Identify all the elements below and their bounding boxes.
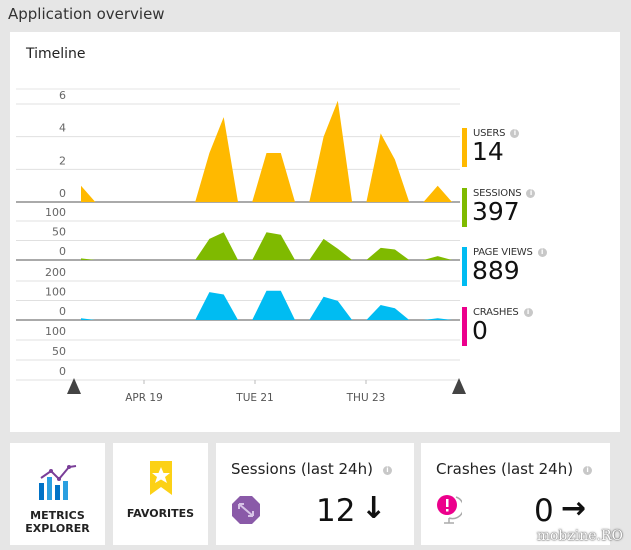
info-icon[interactable]: i bbox=[382, 466, 392, 475]
y-tick-label: 0 bbox=[59, 305, 66, 318]
range-end-handle[interactable] bbox=[452, 378, 466, 394]
metric-page-views[interactable]: PAGE VIEWS i 889 bbox=[462, 247, 602, 287]
y-tick-label: 200 bbox=[45, 266, 66, 279]
metrics-explorer-label: METRICS EXPLORER bbox=[25, 509, 90, 535]
favorites-tile[interactable]: FAVORITES bbox=[113, 443, 208, 545]
sessions-label: SESSIONS bbox=[473, 188, 522, 199]
y-tick-label: 100 bbox=[45, 286, 66, 299]
watermark: mobzine.RO bbox=[536, 528, 623, 544]
favorites-star-icon bbox=[150, 461, 172, 495]
metrics-explorer-icon bbox=[39, 465, 77, 500]
y-tick-label: 2 bbox=[59, 154, 66, 167]
y-tick-label: 0 bbox=[59, 187, 66, 200]
timeline-card[interactable]: Timeline 0 2 4 6 0 50 100 0 100 200 0 50 100 APR 19 TU… bbox=[10, 32, 620, 432]
x-tick-label: THU 23 bbox=[346, 392, 386, 404]
blade-title: Application overview bbox=[8, 5, 165, 23]
metric-crashes[interactable]: CRASHES i 0 bbox=[462, 307, 602, 347]
crash-globe-icon bbox=[437, 495, 462, 524]
x-tick-label: TUE 21 bbox=[235, 392, 273, 404]
crashes-color-bar bbox=[462, 307, 467, 346]
timeline-title: Timeline bbox=[26, 46, 86, 62]
users-label: USERS bbox=[473, 128, 506, 139]
y-tick-label: 100 bbox=[45, 325, 66, 338]
y-tick-label: 50 bbox=[52, 226, 66, 239]
page-views-color-bar bbox=[462, 247, 467, 286]
info-icon[interactable]: i bbox=[510, 129, 520, 138]
sessions-value: 397 bbox=[472, 197, 520, 226]
info-icon[interactable]: i bbox=[537, 248, 547, 257]
info-icon[interactable]: i bbox=[523, 308, 533, 317]
crashes-24h-tile[interactable]: Crashes (last 24h) i 0 → bbox=[421, 443, 610, 545]
sessions-24h-title: Sessions (last 24h) bbox=[231, 460, 373, 478]
y-tick-label: 6 bbox=[59, 89, 66, 102]
info-icon[interactable]: i bbox=[583, 466, 593, 475]
crashes-label: CRASHES bbox=[473, 307, 519, 318]
timeline-chart[interactable]: 0 2 4 6 0 50 100 0 100 200 0 50 100 APR 19 TUE 21 THU 2… bbox=[10, 32, 620, 432]
sessions-24h-tile[interactable]: Sessions (last 24h) i 12 ↓ bbox=[216, 443, 414, 545]
sessions-color-bar bbox=[462, 188, 467, 227]
x-tick-label: APR 19 bbox=[125, 392, 163, 404]
favorites-label: FAVORITES bbox=[126, 507, 195, 520]
y-tick-label: 0 bbox=[59, 365, 66, 378]
y-tick-label: 4 bbox=[59, 122, 66, 135]
metric-sessions[interactable]: SESSIONS i 397 bbox=[462, 188, 602, 228]
series-area-sessions bbox=[81, 232, 452, 260]
users-color-bar bbox=[462, 128, 467, 167]
sessions-24h-value: 12 bbox=[316, 493, 356, 529]
y-tick-label: 100 bbox=[45, 206, 66, 219]
page-views-label: PAGE VIEWS bbox=[473, 247, 533, 258]
crashes-24h-value: 0 bbox=[534, 493, 554, 529]
trend-down-arrow-icon: ↓ bbox=[361, 491, 387, 526]
range-start-handle[interactable] bbox=[67, 378, 81, 394]
metrics-explorer-tile[interactable]: METRICS EXPLORER bbox=[10, 443, 105, 545]
series-area-users bbox=[81, 100, 452, 202]
info-icon[interactable]: i bbox=[526, 189, 536, 198]
y-tick-label: 50 bbox=[52, 345, 66, 358]
page-views-value: 889 bbox=[472, 256, 520, 285]
sessions-icon bbox=[232, 496, 260, 524]
crashes-value: 0 bbox=[472, 316, 488, 345]
metric-users[interactable]: USERS i 14 bbox=[462, 128, 602, 168]
y-tick-label: 0 bbox=[59, 245, 66, 258]
trend-flat-arrow-icon: → bbox=[561, 491, 587, 526]
series-area-page-views bbox=[81, 290, 452, 320]
crashes-24h-title: Crashes (last 24h) bbox=[436, 460, 574, 478]
users-value: 14 bbox=[472, 137, 504, 166]
